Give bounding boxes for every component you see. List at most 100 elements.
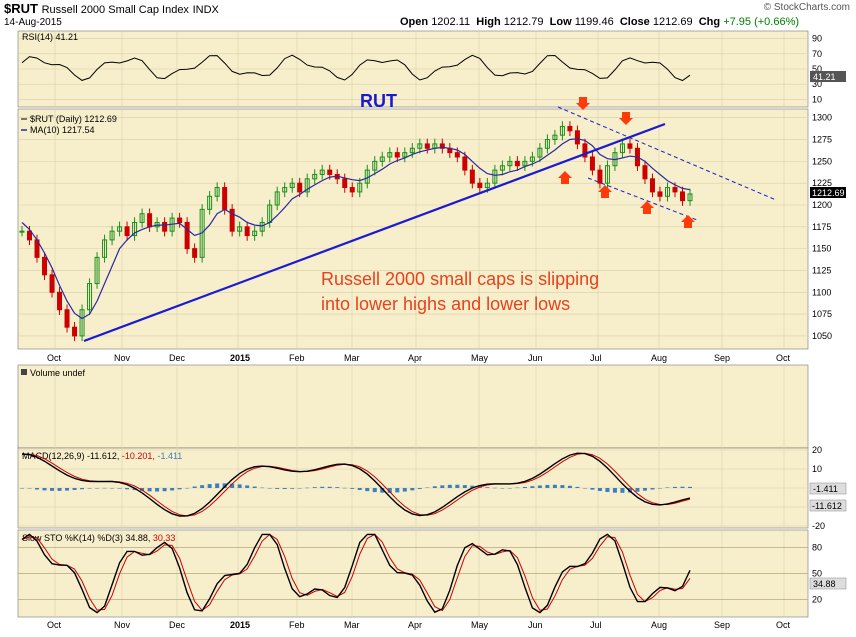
price-ticks: 1300 1275 1250 1225 1200 1175 1150 1125 1100 1075…: [812, 113, 832, 341]
price-bar-body: [147, 213, 153, 228]
macd-hist-bar: [155, 488, 160, 492]
price-bar-body: [522, 160, 528, 167]
price-bar-body: [274, 191, 280, 206]
x-tick-label: Aug: [651, 620, 667, 630]
price-bar-body: [402, 152, 408, 158]
macd-hist-bar: [260, 487, 265, 489]
macd-hist-bar: [252, 486, 257, 488]
macd-hist-bar: [267, 488, 272, 489]
sto-tick-label: 20: [812, 595, 822, 605]
macd-hist-bar: [522, 486, 527, 488]
down-arrow-icon: [619, 112, 633, 125]
x-tick-label: Oct: [47, 353, 62, 363]
macd-hist-bar: [80, 488, 85, 490]
macd-hist-bar: [365, 488, 370, 492]
macd-hist-bar: [57, 488, 62, 491]
price-bar-body: [297, 182, 303, 193]
price-bar-body: [229, 208, 235, 232]
price-bar-body: [237, 226, 243, 232]
x-tick-label: Oct: [776, 353, 791, 363]
x-tick-label: Mar: [344, 620, 360, 630]
macd-hist-bar: [102, 487, 107, 489]
channel-upper-line: [557, 106, 777, 201]
x-tick-label: Jun: [528, 353, 543, 363]
x-tick-label: 2015: [230, 620, 250, 630]
macd-hist-last-box: [809, 482, 847, 495]
price-bar-body: [582, 143, 588, 158]
macd-hist-bar: [395, 488, 400, 493]
price-bar-body: [642, 165, 648, 180]
price-bar-body: [79, 309, 85, 337]
price-bar-body: [597, 169, 603, 184]
rsi-tick-label: 10: [812, 94, 822, 104]
macd-hist-bar: [432, 486, 437, 488]
macd-hist-bar: [380, 488, 385, 493]
symbol-title: $RUT Russell 2000 Small Cap Index INDX: [4, 1, 219, 16]
price-tick-label: 1225: [812, 178, 832, 188]
macd-hist-bar: [657, 488, 662, 489]
x-tick-label: Dec: [169, 620, 186, 630]
price-bar-body: [87, 283, 93, 311]
price-bar-body: [394, 152, 400, 158]
volume-label: Volume undef: [30, 368, 86, 378]
price-bar-body: [207, 195, 213, 210]
macd-hist-bar: [552, 484, 557, 488]
macd-hist-bar: [42, 488, 47, 491]
macd-histogram: [20, 483, 692, 493]
x-tick-label: Feb: [289, 620, 305, 630]
macd-hist-bar: [545, 484, 550, 488]
price-bar-body: [319, 169, 325, 175]
macd-hist-bar: [170, 488, 175, 491]
macd-hist-bar: [65, 488, 70, 491]
macd-hist-bar: [327, 486, 332, 488]
price-bar-body: [552, 134, 558, 141]
x-tick-label: Nov: [114, 353, 131, 363]
x-tick-label: Aug: [651, 353, 667, 363]
rsi-tick-label: 50: [812, 64, 822, 74]
macd-hist-bar: [688, 486, 692, 488]
price-bar-body: [252, 230, 258, 237]
macd-hist-bar: [507, 487, 512, 489]
rsi-tick-label: 90: [812, 34, 822, 44]
price-bar-body: [657, 191, 663, 197]
macd-hist-bar: [492, 487, 497, 489]
price-bar-body: [649, 178, 655, 193]
up-arrow-icon: [681, 215, 695, 228]
chart-date: 14-Aug-2015: [4, 17, 62, 28]
x-axis-labels-top: Oct Nov Dec 2015 Feb Mar Apr May Jun Jul Aug Sep Oct: [47, 353, 791, 363]
price-bar-body: [312, 173, 318, 180]
price-tick-label: 1075: [812, 309, 832, 319]
macd-hist-bar: [417, 488, 422, 489]
price-tick-label: 1050: [812, 331, 832, 341]
price-bar-body: [372, 160, 378, 171]
macd-hist-bar: [357, 488, 362, 491]
price-tick-label: 1100: [812, 287, 831, 297]
price-bar-body: [124, 226, 130, 237]
macd-hist-bar: [612, 488, 617, 493]
price-bar-body: [514, 160, 520, 167]
x-tick-label: 2015: [230, 353, 250, 363]
macd-hist-bar: [575, 486, 580, 488]
ohlc-readout: Open 1202.11 High 1212.79 Low 1199.46 Cl…: [400, 16, 800, 28]
macd-hist-bar: [372, 488, 377, 493]
macd-hist-bar: [590, 488, 595, 490]
price-bar-body: [619, 143, 625, 154]
price-bar-body: [559, 125, 565, 136]
price-bar-body: [387, 152, 393, 158]
price-bar-body: [109, 230, 115, 241]
price-tick-label: 1150: [812, 244, 831, 254]
macd-hist-bar: [567, 485, 572, 488]
price-bar-body: [49, 274, 55, 293]
macd-tick-label: 10: [812, 464, 822, 474]
macd-hist-bar: [192, 486, 197, 488]
price-bar-body: [304, 178, 310, 193]
price-bar-body: [417, 143, 423, 149]
price-bar-body: [574, 130, 580, 145]
macd-hist-bar: [665, 487, 670, 488]
price-bar-body: [289, 182, 295, 189]
macd-hist-bar: [27, 488, 32, 489]
price-tick-label: 1275: [812, 135, 832, 145]
macd-hist-bar: [680, 486, 685, 488]
sto-last-box: [809, 577, 847, 590]
